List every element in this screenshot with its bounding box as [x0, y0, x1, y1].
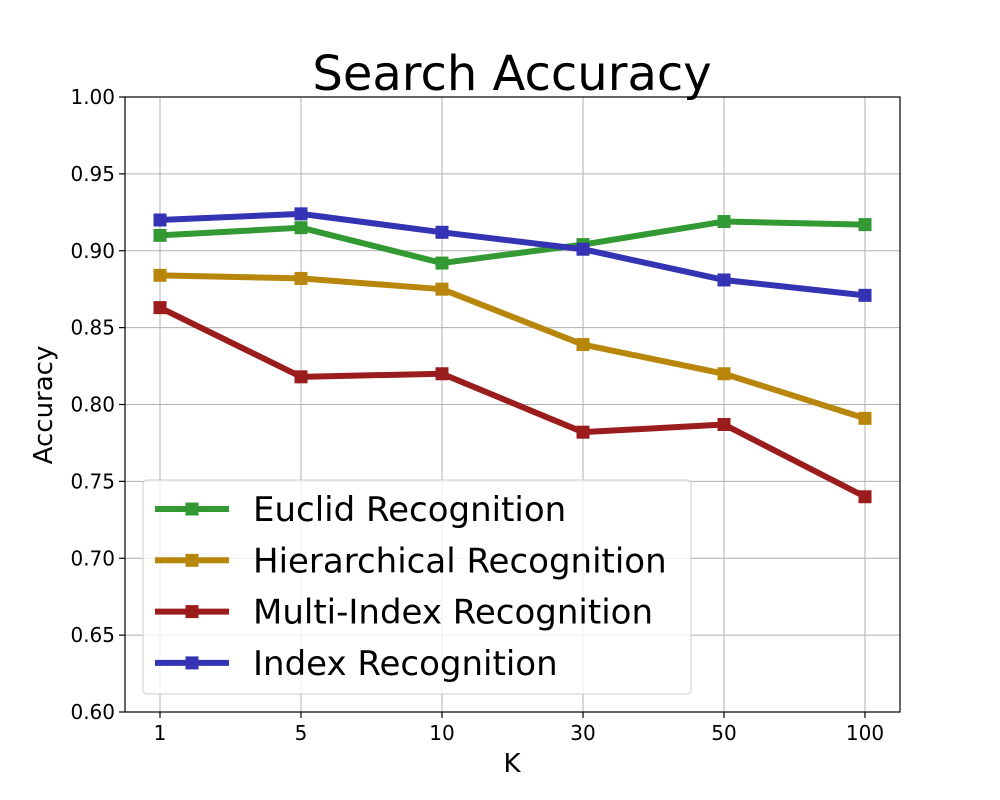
y-tick-label: 0.80	[70, 393, 115, 417]
data-point-marker	[858, 411, 872, 425]
data-point-marker	[717, 417, 731, 431]
data-point-marker	[294, 370, 308, 384]
legend-entry: Index Recognition	[155, 644, 558, 684]
legend-label: Hierarchical Recognition	[253, 541, 667, 581]
data-point-marker	[153, 301, 167, 315]
y-tick-label: 0.85	[70, 316, 115, 340]
legend-box	[142, 479, 692, 695]
legend-marker-swatch	[185, 502, 199, 516]
x-tick-label: 10	[429, 721, 454, 745]
data-point-marker	[717, 215, 731, 229]
data-point-marker	[435, 367, 449, 381]
chart-title: Search Accuracy	[312, 46, 711, 102]
data-point-marker	[717, 273, 731, 287]
y-tick-label: 0.70	[70, 546, 115, 570]
axis-ticks: 1 5 10 30 50 100 0.60 0.65 0.70 0.75 0.80 0.85 0.90 0…	[70, 85, 884, 745]
legend-label: Multi-Index Recognition	[253, 593, 653, 633]
data-point-marker	[153, 228, 167, 242]
x-tick-label: 5	[295, 721, 308, 745]
y-tick-label: 1.00	[70, 85, 115, 109]
data-point-marker	[153, 213, 167, 227]
y-axis-label: Accuracy	[29, 346, 59, 465]
data-point-marker	[294, 271, 308, 285]
data-point-marker	[294, 221, 308, 235]
data-point-marker	[435, 282, 449, 296]
series-line	[157, 210, 868, 299]
y-tick-label: 0.75	[70, 469, 115, 493]
grid-lines	[125, 96, 900, 713]
series-line	[157, 272, 868, 422]
series-line	[157, 218, 868, 267]
y-tick-label: 0.60	[70, 700, 115, 724]
data-point-marker	[435, 256, 449, 270]
data-point-marker	[858, 490, 872, 504]
series-group	[153, 207, 872, 302]
data-point-marker	[717, 367, 731, 381]
x-tick-label: 1	[154, 721, 167, 745]
y-tick-label: 0.90	[70, 239, 115, 263]
data-point-marker	[576, 425, 590, 439]
legend-entry: Hierarchical Recognition	[155, 541, 667, 581]
legend-label: Index Recognition	[253, 644, 558, 684]
legend-marker-swatch	[185, 553, 199, 567]
series-group	[153, 215, 872, 270]
x-tick-label: 30	[570, 721, 595, 745]
data-point-marker	[435, 225, 449, 239]
data-point-marker	[858, 218, 872, 232]
data-point-marker	[858, 288, 872, 302]
x-tick-label: 100	[846, 721, 884, 745]
series-group	[153, 301, 872, 504]
series-line	[157, 304, 868, 500]
legend: Euclid Recognition Hierarchical Recogniti…	[142, 479, 692, 695]
data-point-marker	[576, 242, 590, 256]
y-tick-label: 0.95	[70, 162, 115, 186]
x-tick-label: 50	[711, 721, 736, 745]
series-lines	[153, 207, 872, 504]
series-group	[153, 268, 872, 425]
legend-entry: Euclid Recognition	[155, 490, 566, 530]
data-point-marker	[576, 338, 590, 352]
data-point-marker	[294, 207, 308, 221]
legend-entry: Multi-Index Recognition	[155, 593, 653, 633]
legend-label: Euclid Recognition	[253, 490, 566, 530]
y-tick-label: 0.65	[70, 623, 115, 647]
legend-marker-swatch	[185, 605, 199, 619]
legend-marker-swatch	[185, 656, 199, 670]
data-point-marker	[153, 268, 167, 282]
x-axis-label: K	[503, 749, 521, 779]
